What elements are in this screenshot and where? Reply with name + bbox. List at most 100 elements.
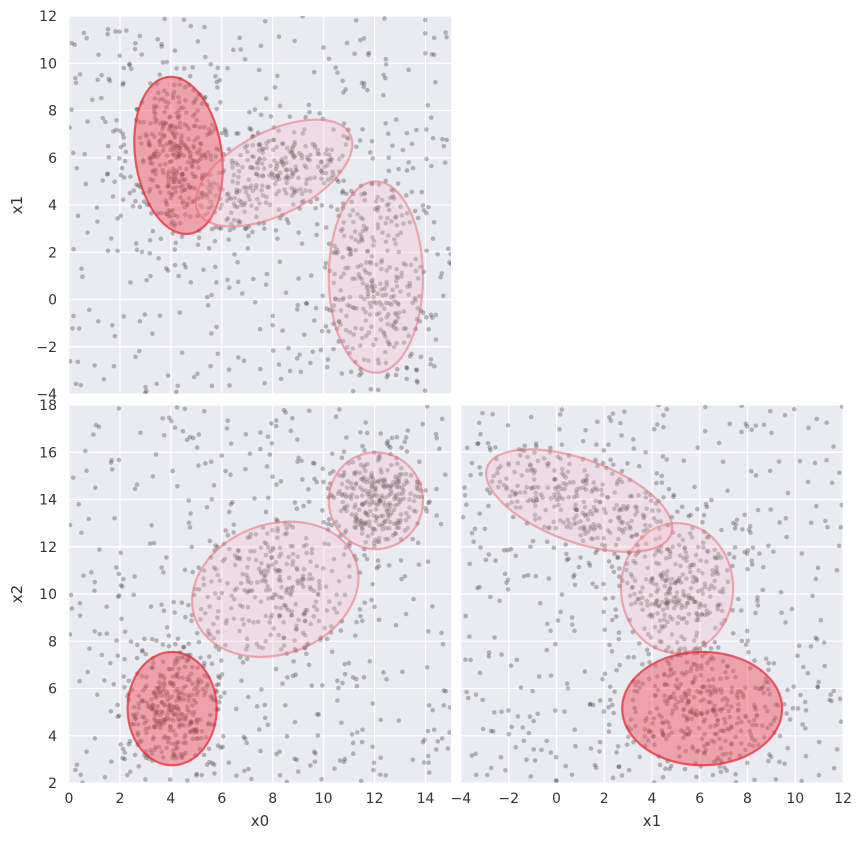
scatter-point (299, 155, 305, 161)
scatter-point (115, 216, 120, 221)
scatter-point (393, 278, 399, 284)
scatter-point (345, 344, 350, 350)
scatter-point (700, 591, 706, 597)
scatter-point (531, 718, 536, 724)
scatter-point (534, 497, 540, 503)
scatter-point (262, 18, 268, 24)
scatter-point (332, 606, 337, 612)
scatter-point (652, 552, 657, 558)
scatter-point (625, 504, 631, 509)
scatter-point (261, 226, 267, 231)
scatter-point (330, 493, 335, 499)
scatter-point (619, 527, 625, 533)
scatter-point (284, 175, 290, 180)
scatter-point (103, 119, 108, 125)
scatter-point (724, 568, 730, 573)
scatter-point (369, 474, 375, 479)
scatter-point (709, 583, 714, 588)
scatter-point (444, 34, 449, 40)
scatter-point (829, 698, 834, 704)
scatter-point (340, 255, 346, 260)
scatter-point (277, 103, 283, 109)
scatter-point (209, 497, 215, 502)
scatter-point (434, 435, 440, 441)
scatter-point (389, 435, 395, 441)
scatter-point (231, 597, 237, 602)
scatter-point (524, 757, 529, 763)
scatter-point (361, 306, 366, 312)
scatter-point (127, 190, 133, 196)
scatter-point (312, 461, 317, 466)
scatter-point (255, 619, 261, 625)
scatter-point (254, 641, 260, 647)
scatter-point (463, 657, 468, 662)
scatter-point (251, 620, 256, 625)
scatter-point (256, 142, 262, 148)
scatter-point (348, 480, 354, 486)
scatter-point (607, 642, 612, 648)
x-tick-label: 12 (366, 791, 384, 807)
scatter-point (284, 561, 290, 567)
scatter-point (607, 415, 612, 420)
scatter-point (536, 674, 542, 679)
scatter-point (412, 295, 418, 301)
scatter-point (584, 473, 590, 479)
scatter-point (825, 524, 830, 530)
scatter-point (82, 151, 87, 157)
scatter-point (648, 498, 654, 503)
scatter-point (293, 168, 299, 173)
scatter-point (377, 281, 383, 287)
scatter-point (777, 759, 782, 765)
scatter-point (713, 625, 718, 631)
scatter-point (521, 574, 527, 579)
scatter-point (108, 460, 114, 465)
scatter-point (324, 608, 330, 613)
scatter-point (280, 141, 285, 146)
scatter-point (95, 319, 101, 324)
scatter-point (387, 300, 392, 306)
scatter-point (645, 565, 650, 571)
scatter-point (665, 619, 670, 625)
scatter-point (319, 776, 324, 782)
scatter-point (240, 617, 245, 622)
scatter-point (277, 574, 283, 579)
scatter-point (225, 532, 231, 538)
scatter-point (242, 209, 247, 215)
scatter-point (497, 479, 503, 485)
scatter-point (385, 215, 390, 221)
gaussian-ellipse-light (327, 180, 425, 374)
scatter-point (400, 669, 405, 675)
scatter-point (241, 622, 247, 627)
scatter-point (803, 753, 809, 759)
scatter-point (689, 534, 695, 540)
scatter-point (790, 705, 796, 711)
scatter-point (189, 544, 195, 550)
scatter-point (362, 463, 368, 468)
scatter-point (201, 752, 207, 758)
scatter-point (246, 556, 252, 562)
scatter-point (389, 510, 394, 516)
scatter-point (341, 759, 347, 765)
scatter-point (558, 609, 563, 615)
scatter-point (391, 479, 396, 485)
scatter-point (341, 133, 346, 139)
scatter-point (349, 188, 354, 194)
scatter-point (334, 251, 339, 256)
scatter-point (403, 478, 409, 484)
scatter-point (134, 655, 140, 661)
scatter-point (491, 473, 496, 479)
scatter-point (824, 457, 829, 463)
scatter-point (588, 746, 594, 751)
scatter-point (274, 517, 279, 522)
scatter-point (248, 531, 254, 537)
scatter-point (504, 484, 510, 490)
scatter-point (394, 223, 400, 228)
scatter-point (656, 508, 661, 513)
scatter-point (284, 525, 289, 531)
scatter-point (187, 434, 193, 440)
scatter-point (365, 294, 371, 300)
scatter-point (350, 388, 356, 394)
scatter-point (281, 643, 287, 648)
scatter-point (158, 236, 164, 242)
scatter-point (404, 365, 409, 370)
